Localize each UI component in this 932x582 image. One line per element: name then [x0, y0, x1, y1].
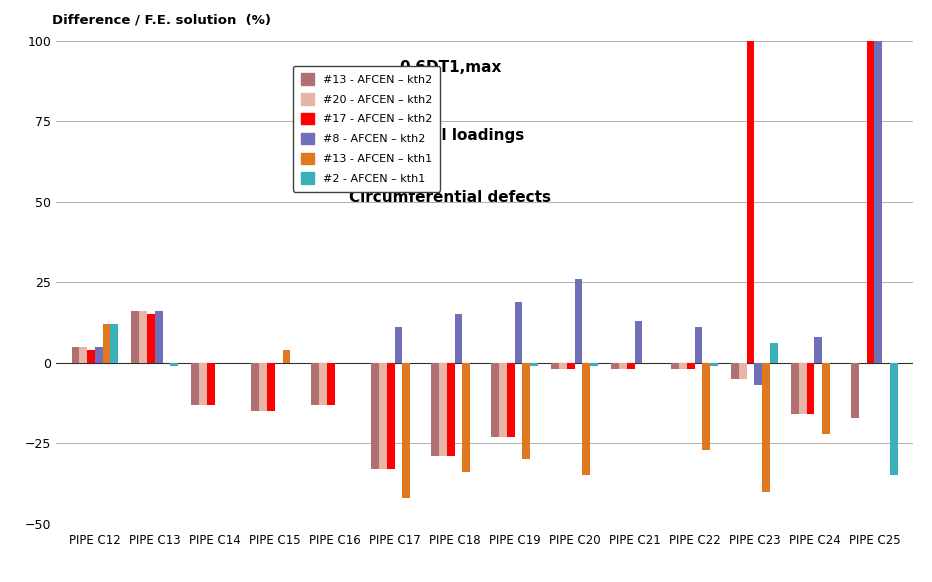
Bar	[703, 363, 710, 450]
Bar	[755, 363, 762, 385]
Bar	[311, 363, 319, 404]
Bar	[439, 363, 446, 456]
Legend: #13 - AFCEN – kth2, #20 - AFCEN – kth2, #17 - AFCEN – kth2, #8 - AFCEN – kth2, #: #13 - AFCEN – kth2, #20 - AFCEN – kth2, …	[293, 66, 440, 191]
Bar	[139, 311, 147, 363]
Bar	[446, 363, 455, 456]
Bar	[319, 363, 327, 404]
Bar	[514, 301, 523, 363]
Bar	[171, 363, 178, 366]
Bar	[79, 347, 87, 363]
Text: 0.6DT1,max: 0.6DT1,max	[399, 60, 501, 75]
Bar	[822, 363, 830, 434]
Bar	[671, 363, 678, 369]
Bar	[575, 279, 582, 363]
Bar	[507, 363, 514, 437]
Bar	[799, 363, 806, 414]
Bar	[491, 363, 499, 437]
Bar	[678, 363, 687, 369]
Bar	[103, 324, 111, 363]
Bar	[499, 363, 507, 437]
Bar	[791, 363, 799, 414]
Text: Thermal loadings: Thermal loadings	[377, 127, 525, 143]
Bar	[582, 363, 590, 475]
Bar	[611, 363, 619, 369]
Bar	[874, 41, 883, 363]
Bar	[282, 350, 291, 363]
Bar	[72, 347, 79, 363]
Bar	[371, 363, 379, 469]
Bar	[455, 314, 462, 363]
Bar	[867, 41, 874, 363]
Bar	[131, 311, 139, 363]
Bar	[95, 347, 103, 363]
Bar	[590, 363, 598, 366]
Bar	[851, 363, 858, 417]
Bar	[747, 41, 755, 363]
Bar	[619, 363, 626, 369]
Bar	[635, 321, 642, 363]
Bar	[731, 363, 739, 379]
Bar	[191, 363, 199, 404]
Bar	[530, 363, 538, 366]
Bar	[111, 324, 118, 363]
Bar	[770, 343, 778, 363]
Bar	[815, 337, 822, 363]
Bar	[551, 363, 559, 369]
Bar	[710, 363, 718, 366]
Bar	[147, 314, 155, 363]
Bar	[207, 363, 214, 404]
Bar	[762, 363, 770, 492]
Bar	[432, 363, 439, 456]
Bar	[252, 363, 259, 411]
Bar	[687, 363, 694, 369]
Bar	[890, 363, 898, 475]
Bar	[394, 327, 403, 363]
Bar	[379, 363, 387, 469]
Bar	[327, 363, 335, 404]
Bar	[199, 363, 207, 404]
Bar	[267, 363, 275, 411]
Bar	[462, 363, 471, 472]
Bar	[739, 363, 747, 379]
Bar	[806, 363, 815, 414]
Bar	[694, 327, 703, 363]
Bar	[559, 363, 567, 369]
Bar	[259, 363, 267, 411]
Bar	[155, 311, 163, 363]
Bar	[523, 363, 530, 459]
Bar	[567, 363, 575, 369]
Text: Circumferential defects: Circumferential defects	[350, 190, 552, 205]
Bar	[403, 363, 410, 498]
Bar	[87, 350, 95, 363]
Text: Difference / F.E. solution  (%): Difference / F.E. solution (%)	[51, 13, 270, 26]
Bar	[626, 363, 635, 369]
Bar	[387, 363, 394, 469]
